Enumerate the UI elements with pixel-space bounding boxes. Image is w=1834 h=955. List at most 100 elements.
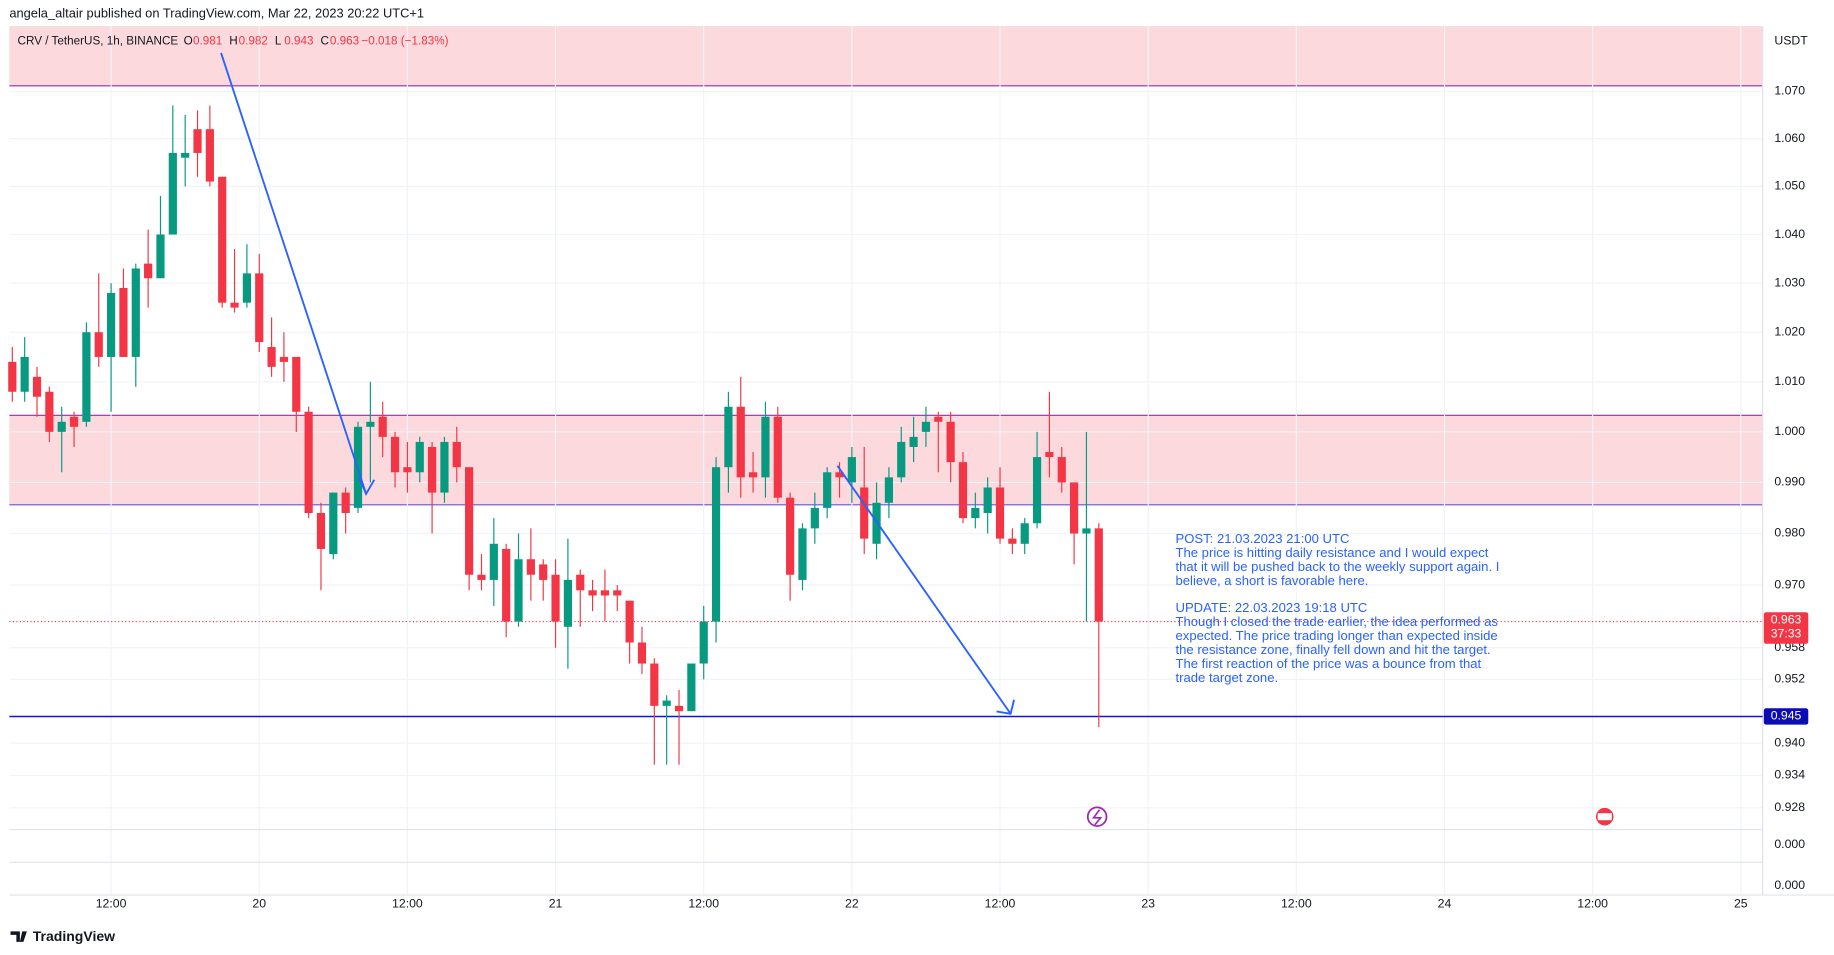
candle-body: [378, 416, 387, 437]
y-tick-label: 0.980: [1774, 526, 1805, 540]
logo[interactable]: [10, 931, 27, 942]
candle-body: [415, 441, 424, 473]
lower-pane-label: 0.000: [1774, 837, 1805, 851]
y-tick-label: 1.060: [1774, 131, 1805, 145]
candle-body: [897, 441, 906, 478]
candle-body: [255, 273, 264, 343]
event-icon[interactable]: [1086, 806, 1108, 827]
lightning: [1092, 809, 1103, 826]
candle-body: [539, 564, 548, 580]
x-tick-label: 12:00: [392, 897, 423, 911]
candle-body: [45, 391, 54, 432]
candle-body: [292, 356, 301, 412]
y-tick-label: 1.050: [1774, 179, 1805, 193]
x-tick-label: 22: [845, 897, 859, 911]
candle-body: [403, 467, 412, 473]
candle-body: [119, 288, 128, 357]
x-tick-label: 24: [1438, 897, 1452, 911]
y-tick-label: 1.040: [1774, 227, 1805, 241]
candle-body: [489, 543, 498, 580]
candle-body: [452, 441, 461, 468]
lower-pane-label: 0.000: [1774, 878, 1805, 892]
candle-body: [69, 416, 79, 427]
y-tick-label: 0.928: [1774, 800, 1805, 814]
annotation-line: that it will be pushed back to the weekl…: [1175, 559, 1499, 574]
annotation-line: UPDATE: 22.03.2023 19:18 UTC: [1175, 600, 1367, 615]
annotation-line: believe, a short is favorable here.: [1175, 573, 1368, 588]
candle-body: [674, 705, 684, 712]
candle-body: [1094, 528, 1103, 622]
candle-body: [576, 574, 585, 591]
candle-body: [847, 457, 856, 483]
arrow-head: [996, 699, 1015, 715]
legend-value: 0.963: [330, 34, 359, 47]
candle-body: [131, 268, 140, 357]
candle-body: [921, 421, 931, 432]
candle-body: [427, 446, 437, 493]
candle-body: [341, 492, 350, 514]
candle-body: [1045, 452, 1054, 458]
annotation-line: POST: 21.03.2023 21:00 UTC: [1175, 531, 1349, 546]
candle-body: [613, 590, 622, 596]
candle-body: [94, 332, 103, 357]
candle-body: [267, 347, 276, 367]
x-tick-label: 12:00: [96, 897, 127, 911]
legend-key: L: [275, 34, 282, 47]
y-tick-label: 1.010: [1774, 374, 1805, 388]
candle-body: [1020, 523, 1029, 544]
candle-body: [625, 600, 634, 643]
y-tick-label: 0.952: [1774, 672, 1805, 686]
x-tick-label: 21: [549, 897, 563, 911]
annotation-line: the resistance zone, finally fell down a…: [1175, 642, 1490, 657]
y-tick-label: 1.070: [1774, 84, 1805, 98]
candle-body: [563, 579, 572, 627]
candle-body: [724, 406, 733, 468]
candle-body: [600, 590, 610, 596]
y-tick-label: 0.970: [1774, 577, 1805, 591]
candle-body: [465, 467, 474, 575]
annotation-line: expected. The price trading longer than …: [1175, 628, 1497, 643]
candle-body: [8, 361, 17, 392]
candle-body: [650, 663, 659, 706]
last-price-box: [1763, 612, 1809, 644]
annotation-line: trade target zone.: [1175, 670, 1278, 685]
legend-key: H: [229, 34, 237, 47]
candle-body: [810, 507, 819, 529]
candle-body: [773, 416, 782, 498]
support-label: 0.945: [1771, 709, 1802, 723]
candle-body: [106, 292, 116, 357]
legend-key: O: [184, 34, 193, 47]
candle-body: [526, 559, 535, 575]
candle-body: [934, 416, 943, 422]
candle-body: [218, 176, 227, 303]
candle-body: [798, 528, 807, 580]
candle-body: [514, 559, 523, 622]
currency: USDT: [1774, 33, 1808, 47]
arrow-head: [358, 477, 376, 496]
candle-body: [711, 467, 721, 622]
candle-body: [82, 332, 91, 422]
candle-body: [181, 152, 190, 158]
candle-body: [637, 642, 647, 664]
annotation-line: The price is hitting daily resistance an…: [1175, 545, 1488, 560]
y-tick-label: 0.934: [1774, 768, 1805, 782]
legend-value: 0.981: [193, 34, 222, 47]
legend-value: 0.943: [284, 34, 313, 47]
candle-body: [366, 421, 375, 427]
candle-body: [551, 574, 560, 622]
annotation-line: Though I closed the trade earlier, the i…: [1175, 614, 1498, 629]
candle-body: [477, 574, 486, 580]
branding[interactable]: TradingView: [33, 928, 115, 944]
candle-body: [971, 507, 980, 519]
candle-body: [983, 487, 992, 514]
annotation-line: The first reaction of the price was a bo…: [1175, 656, 1481, 671]
candle-body: [168, 152, 177, 235]
candle-body: [761, 416, 770, 478]
y-tick-label: 0.990: [1774, 475, 1805, 489]
candle-body: [193, 129, 202, 153]
candle-body: [823, 472, 832, 508]
candle-body: [736, 406, 745, 478]
symbol: CRV / TetherUS, 1h, BINANCE: [18, 34, 179, 47]
candle-body: [1057, 457, 1066, 483]
